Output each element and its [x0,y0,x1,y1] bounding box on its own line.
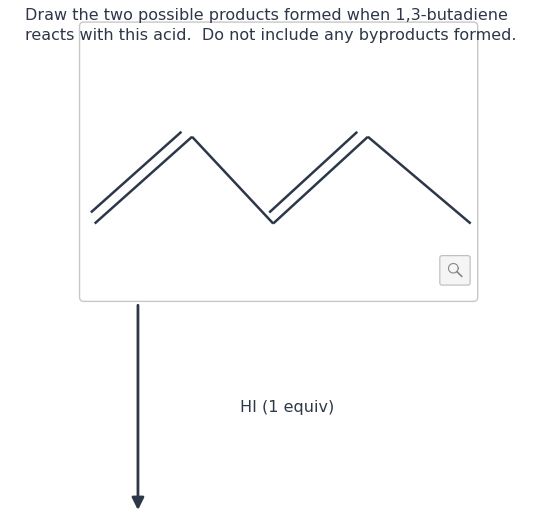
Text: Draw the two possible products formed when 1,3-butadiene
reacts with this acid. : Draw the two possible products formed wh… [25,8,516,43]
FancyBboxPatch shape [440,256,470,285]
Text: HI (1 equiv): HI (1 equiv) [240,400,334,415]
FancyBboxPatch shape [80,22,478,301]
